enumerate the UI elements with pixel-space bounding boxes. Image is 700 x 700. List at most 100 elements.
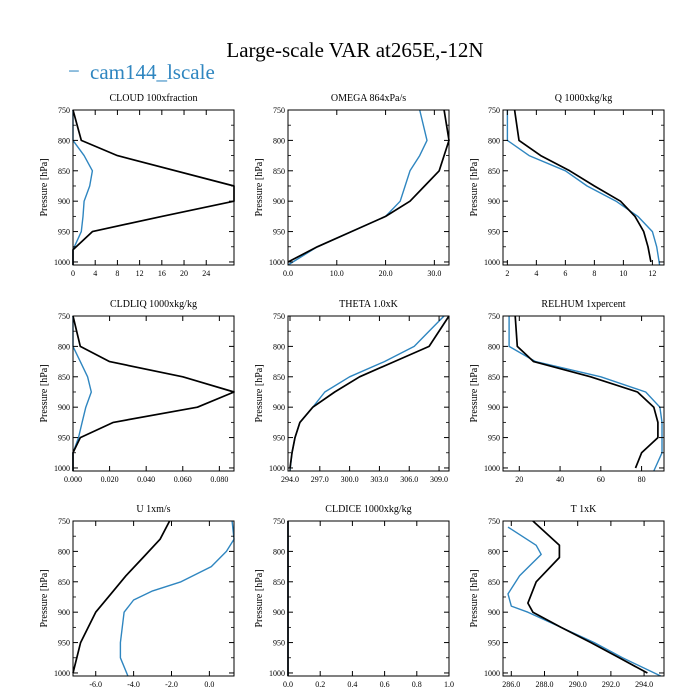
series-line: [72, 109, 235, 265]
legend-label: cam144_lscale: [90, 60, 215, 84]
y-axis-label: Pressure [hPa]: [469, 158, 480, 216]
y-tick-label: 750: [58, 312, 70, 321]
series-line: [514, 315, 659, 469]
y-tick-label: 750: [488, 106, 500, 115]
x-tick-label: 0.8: [412, 680, 422, 689]
y-tick-label: 950: [273, 228, 285, 237]
x-tick-label: 40: [556, 475, 564, 484]
y-tick-label: 900: [58, 197, 70, 206]
panel-title: T 1xK: [571, 504, 597, 515]
x-tick-label: 2: [505, 269, 509, 278]
y-tick-label: 750: [273, 517, 285, 526]
y-tick-label: 950: [488, 434, 500, 443]
x-tick-label: 0.020: [101, 475, 119, 484]
x-tick-label: 10.0: [330, 269, 344, 278]
y-axis-label: Pressure [hPa]: [254, 364, 265, 422]
y-tick-label: 1000: [54, 464, 70, 473]
y-tick-label: 750: [58, 106, 70, 115]
x-tick-label: 294.0: [281, 475, 299, 484]
series-line: [72, 110, 94, 265]
y-axis-label: Pressure [hPa]: [39, 364, 50, 422]
x-tick-label: 12: [648, 269, 656, 278]
x-tick-label: 16: [158, 269, 166, 278]
chart-panel: Q 1000xkg/kg Pressure [hPa] 750 800 850 900 95…: [469, 93, 665, 278]
y-tick-label: 900: [58, 403, 70, 412]
y-tick-label: 850: [58, 167, 70, 176]
y-tick-label: 800: [273, 136, 285, 145]
y-axis-label: Pressure [hPa]: [39, 158, 50, 216]
plot-frame: [502, 109, 665, 266]
x-tick-label: 0: [71, 269, 75, 278]
y-tick-label: 900: [488, 197, 500, 206]
x-tick-label: 60: [597, 475, 605, 484]
x-tick-label: 0.6: [380, 680, 390, 689]
x-tick-label: 300.0: [341, 475, 359, 484]
plot-frame: [287, 315, 450, 472]
plot-frame: [287, 109, 450, 266]
x-tick-label: 303.0: [370, 475, 388, 484]
plot-frame: [287, 520, 450, 677]
chart-panel: U 1xm/s Pressure [hPa] 750 800 850 900 950 1000…: [39, 504, 235, 689]
y-tick-label: 750: [58, 517, 70, 526]
y-tick-label: 950: [273, 639, 285, 648]
panel-title: CLDLIQ 1000xkg/kg: [110, 299, 197, 310]
x-tick-label: 288.0: [535, 680, 553, 689]
x-tick-label: 0.060: [174, 475, 192, 484]
y-axis-label: Pressure [hPa]: [39, 569, 50, 627]
y-tick-label: 750: [488, 312, 500, 321]
y-tick-label: 800: [488, 547, 500, 556]
y-tick-label: 950: [488, 639, 500, 648]
x-tick-label: 10: [619, 269, 627, 278]
x-tick-label: -2.0: [165, 680, 178, 689]
x-tick-label: 306.0: [400, 475, 418, 484]
y-tick-label: 1000: [484, 669, 500, 678]
y-tick-label: 850: [488, 167, 500, 176]
y-tick-label: 950: [58, 434, 70, 443]
y-tick-label: 800: [488, 136, 500, 145]
y-axis-label: Pressure [hPa]: [254, 158, 265, 216]
y-tick-label: 1000: [269, 464, 285, 473]
x-tick-label: 0.080: [210, 475, 228, 484]
x-tick-label: 297.0: [311, 475, 329, 484]
y-tick-label: 900: [488, 403, 500, 412]
chart-panel: THETA 1.0xK Pressure [hPa] 750 800 850 900 950…: [254, 299, 450, 484]
y-tick-label: 1000: [54, 258, 70, 267]
y-tick-label: 800: [58, 547, 70, 556]
y-tick-label: 750: [273, 312, 285, 321]
legend: − cam144_lscale: [68, 59, 215, 84]
x-tick-label: 20.0: [379, 269, 393, 278]
panel-title: RELHUM 1xpercent: [541, 299, 625, 310]
panel-title: U 1xm/s: [136, 504, 170, 515]
x-tick-label: 1.0: [444, 680, 454, 689]
y-tick-label: 900: [273, 608, 285, 617]
x-tick-label: 4: [534, 269, 538, 278]
x-tick-label: 294.0: [635, 680, 653, 689]
plot-frame: [72, 315, 235, 472]
x-tick-label: -6.0: [89, 680, 102, 689]
y-tick-label: 900: [273, 403, 285, 412]
chart-panel: RELHUM 1xpercent Pressure [hPa] 750 800 850 9…: [469, 299, 665, 484]
plot-frame: [502, 315, 665, 472]
series-line: [527, 520, 648, 674]
series-line: [72, 520, 171, 674]
series-line: [513, 109, 652, 263]
figure-title: Large-scale VAR at265E,-12N: [226, 38, 483, 62]
y-tick-label: 900: [488, 608, 500, 617]
x-tick-label: 286.0: [502, 680, 520, 689]
series-line: [287, 109, 428, 266]
y-tick-label: 850: [273, 578, 285, 587]
x-tick-label: 290.0: [569, 680, 587, 689]
y-tick-label: 1000: [484, 258, 500, 267]
y-tick-label: 950: [58, 228, 70, 237]
y-tick-label: 950: [58, 639, 70, 648]
x-tick-label: 30.0: [427, 269, 441, 278]
x-tick-label: 6: [563, 269, 567, 278]
y-tick-label: 750: [273, 106, 285, 115]
y-axis-label: Pressure [hPa]: [469, 569, 480, 627]
panel-title: THETA 1.0xK: [339, 299, 398, 310]
x-tick-label: -4.0: [127, 680, 140, 689]
y-axis-label: Pressure [hPa]: [254, 569, 265, 627]
